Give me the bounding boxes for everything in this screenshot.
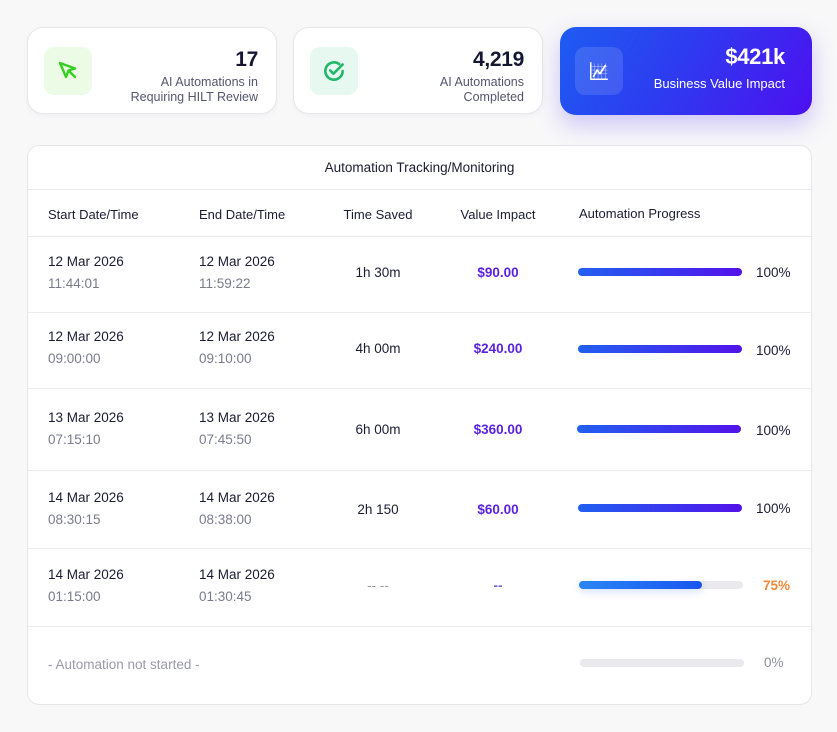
cursor-icon-box: [44, 47, 92, 95]
value-impact: $60.00: [477, 502, 519, 517]
time-saved: 2h 150: [357, 502, 399, 517]
end-time: 11:59:22: [199, 276, 251, 291]
table-header: Start Date/Time End Date/Time Time Saved…: [28, 190, 811, 237]
not-started-label: - Automation not started -: [48, 657, 200, 672]
column-header-time-saved[interactable]: Time Saved: [343, 207, 413, 222]
stat-value: 17: [235, 48, 258, 71]
column-header-start[interactable]: Start Date/Time: [48, 207, 139, 222]
end-time: 07:45:50: [199, 432, 252, 447]
progress-bar: [580, 659, 744, 667]
panel-title: Automation Tracking/Monitoring: [28, 146, 811, 190]
progress-bar-fill: [577, 425, 741, 433]
start-date: 14 Mar 2026: [48, 567, 124, 582]
start-date: 14 Mar 2026: [48, 490, 124, 505]
progress-percent: 75%: [763, 578, 791, 593]
start-date: 12 Mar 2026: [48, 329, 124, 344]
time-saved: 1h 30m: [355, 265, 401, 280]
time-saved: 4h 00m: [355, 341, 401, 356]
end-date: 12 Mar 2026: [199, 254, 275, 269]
stat-card-business-value[interactable]: $421k Business Value Impact: [560, 27, 812, 115]
progress-percent: 100%: [756, 423, 791, 438]
progress-percent: 100%: [756, 501, 791, 516]
table-row[interactable]: - Automation not started - 0%: [28, 627, 811, 703]
table-row[interactable]: 14 Mar 2026 01:15:00 14 Mar 2026 01:30:4…: [28, 549, 811, 627]
progress-bar-fill: [579, 581, 702, 589]
start-time: 07:15:10: [48, 432, 101, 447]
progress-percent: 0%: [764, 655, 784, 670]
progress-bar: [578, 345, 742, 353]
start-time: 09:00:00: [48, 351, 101, 366]
table-row[interactable]: 12 Mar 2026 09:00:00 12 Mar 2026 09:10:0…: [28, 313, 811, 389]
end-date: 14 Mar 2026: [199, 567, 275, 582]
value-impact: --: [493, 578, 503, 593]
automation-tracking-panel: Automation Tracking/Monitoring Start Dat…: [27, 145, 812, 705]
value-impact: $240.00: [473, 341, 523, 356]
start-date: 12 Mar 2026: [48, 254, 124, 269]
column-header-progress[interactable]: Automation Progress: [579, 206, 701, 221]
column-header-value-impact[interactable]: Value Impact: [460, 207, 536, 222]
stat-card-hilt-review[interactable]: 17 AI Automations in Requiring HILT Revi…: [27, 27, 277, 114]
progress-percent: 100%: [756, 343, 791, 358]
check-icon-box: [310, 47, 358, 95]
stat-value: $421k: [725, 44, 785, 69]
stat-label-line2: Completed: [463, 89, 524, 104]
end-date: 14 Mar 2026: [199, 490, 275, 505]
stat-value: 4,219: [472, 48, 524, 71]
progress-bar: [578, 268, 742, 276]
start-time: 01:15:00: [48, 589, 101, 604]
end-date: 12 Mar 2026: [199, 329, 275, 344]
column-header-end[interactable]: End Date/Time: [199, 207, 286, 222]
end-time: 09:10:00: [199, 351, 252, 366]
start-time: 11:44:01: [48, 276, 100, 291]
end-time: 08:38:00: [199, 512, 252, 527]
end-time: 01:30:45: [199, 589, 252, 604]
stat-label-line1: AI Automations: [439, 75, 524, 89]
stat-card-completed[interactable]: 4,219 AI Automations Completed: [293, 27, 543, 114]
value-impact: $360.00: [473, 422, 523, 437]
start-time: 08:30:15: [48, 512, 101, 527]
stats-row: 17 AI Automations in Requiring HILT Revi…: [27, 27, 812, 115]
line-chart-icon: [590, 62, 608, 80]
progress-bar: [578, 504, 742, 512]
progress-bar: [577, 425, 741, 433]
cursor-icon: [58, 61, 77, 79]
table-row[interactable]: 14 Mar 2026 08:30:15 14 Mar 2026 08:38:0…: [28, 471, 811, 549]
progress-bar-fill: [578, 345, 742, 353]
progress-bar: [579, 581, 743, 589]
table-row[interactable]: 12 Mar 2026 11:44:01 12 Mar 2026 11:59:2…: [28, 237, 811, 313]
table-row[interactable]: 13 Mar 2026 07:15:10 13 Mar 2026 07:45:5…: [28, 389, 811, 471]
progress-bar-fill: [578, 268, 742, 276]
stat-label-line2: Requiring HILT Review: [130, 89, 258, 104]
end-date: 13 Mar 2026: [199, 410, 275, 425]
stat-label-line1: AI Automations in: [160, 75, 258, 89]
progress-bar-fill: [578, 504, 742, 512]
progress-percent: 100%: [756, 265, 791, 280]
time-saved: 6h 00m: [355, 422, 401, 437]
start-date: 13 Mar 2026: [48, 410, 124, 425]
check-circle-icon: [324, 61, 344, 81]
time-saved: -- --: [367, 578, 389, 593]
value-impact: $90.00: [477, 265, 519, 280]
stat-label: Business Value Impact: [653, 76, 785, 91]
chart-icon-box: [575, 47, 623, 95]
